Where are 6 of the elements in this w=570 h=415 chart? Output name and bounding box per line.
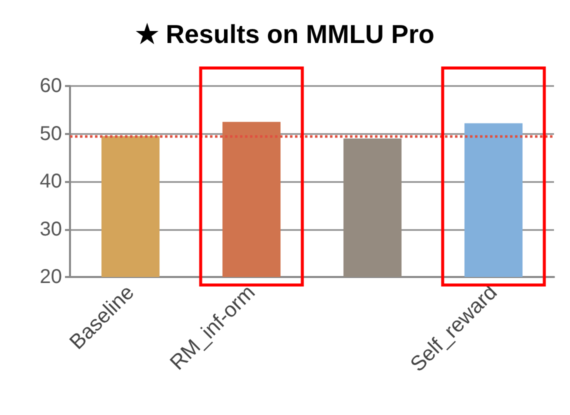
y-tick-label: 50 [40,122,62,145]
y-tick-label: 20 [40,266,62,288]
y-tick-label: 30 [40,218,62,240]
y-tick-label: 60 [40,75,62,97]
y-tick-label: 40 [40,170,62,192]
chart-title: ★ Results on MMLU Pro [136,19,434,49]
